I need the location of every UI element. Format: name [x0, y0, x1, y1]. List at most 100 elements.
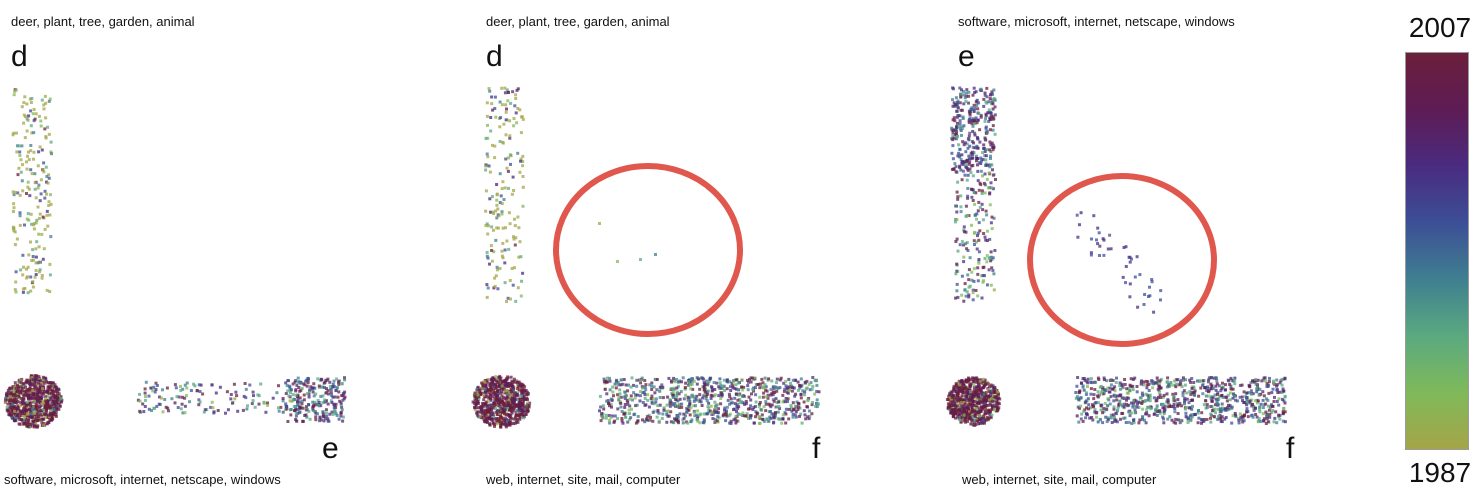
vertical-strip-point — [504, 118, 508, 122]
vertical-strip-point — [485, 250, 489, 254]
vertical-strip-point — [503, 86, 507, 90]
horizontal-strip-point — [1250, 398, 1254, 402]
horizontal-strip-point — [1188, 414, 1192, 418]
origin-cluster-point — [16, 410, 19, 414]
vertical-strip-point — [973, 107, 977, 110]
horizontal-strip-point — [1154, 408, 1157, 412]
horizontal-strip-point — [1075, 395, 1079, 399]
horizontal-strip-point — [780, 421, 784, 425]
horizontal-strip-point — [634, 404, 638, 408]
horizontal-strip-point — [621, 421, 625, 425]
horizontal-strip-point — [693, 414, 697, 418]
horizontal-strip-point — [1224, 395, 1228, 399]
origin-cluster-point — [480, 412, 484, 416]
vertical-strip-point — [991, 117, 995, 121]
origin-cluster-point — [959, 416, 963, 420]
horizontal-strip-point — [323, 417, 327, 421]
origin-cluster-point — [956, 398, 960, 401]
vertical-strip-point — [987, 120, 991, 123]
origin-cluster-point — [4, 398, 8, 402]
horizontal-strip-point — [1137, 406, 1141, 409]
horizontal-strip-point — [1148, 399, 1152, 403]
horizontal-strip-point — [1133, 404, 1136, 408]
vertical-strip-point — [975, 212, 979, 216]
horizontal-strip-point — [625, 398, 629, 402]
horizontal-strip-point — [602, 380, 606, 384]
horizontal-strip-point — [799, 377, 803, 381]
horizontal-strip-point — [610, 405, 613, 409]
horizontal-strip-point — [333, 409, 337, 413]
origin-cluster-point — [974, 391, 978, 395]
horizontal-strip-point — [707, 401, 711, 405]
vertical-strip-point — [961, 163, 965, 167]
horizontal-strip-point — [703, 390, 707, 394]
horizontal-strip-point — [1146, 380, 1150, 384]
origin-cluster-point — [972, 423, 976, 426]
origin-cluster-point — [510, 390, 514, 394]
horizontal-strip-point — [327, 392, 330, 396]
vertical-strip-point — [514, 93, 518, 97]
horizontal-strip-point — [661, 396, 665, 400]
horizontal-strip-point — [1147, 414, 1151, 418]
horizontal-strip-point — [727, 414, 731, 418]
vertical-strip-point — [955, 170, 959, 174]
origin-cluster-point — [35, 403, 39, 407]
horizontal-strip-point — [703, 392, 707, 396]
origin-cluster-point — [494, 379, 498, 383]
horizontal-strip-point — [749, 398, 753, 402]
horizontal-strip-point — [311, 390, 315, 394]
vertical-strip-point — [967, 162, 971, 166]
horizontal-strip-point — [1142, 380, 1146, 384]
horizontal-strip-point — [1084, 412, 1088, 416]
horizontal-strip-point — [1224, 388, 1227, 392]
vertical-strip-point — [962, 228, 966, 232]
origin-cluster-point — [489, 399, 493, 402]
horizontal-strip-point — [607, 419, 611, 422]
horizontal-strip-point — [781, 400, 785, 404]
horizontal-strip-point — [1152, 382, 1156, 386]
circled-point — [1122, 246, 1126, 249]
origin-cluster-point — [952, 384, 956, 388]
origin-cluster-point — [514, 410, 518, 414]
horizontal-strip-point — [758, 382, 762, 386]
vertical-strip-point — [980, 202, 984, 206]
horizontal-strip-point — [1081, 377, 1085, 381]
horizontal-strip-point — [1220, 415, 1224, 419]
horizontal-strip-point — [1147, 396, 1151, 400]
vertical-strip-point — [961, 169, 965, 173]
vertical-strip-point — [511, 90, 515, 94]
horizontal-strip-point — [630, 407, 633, 411]
vertical-strip-point — [496, 226, 500, 230]
circled-point — [1095, 238, 1098, 242]
horizontal-strip-point — [1139, 380, 1143, 384]
horizontal-strip-point — [152, 385, 156, 389]
horizontal-strip-point — [760, 385, 764, 389]
vertical-strip-point — [484, 189, 488, 193]
origin-cluster-point — [989, 393, 993, 397]
origin-cluster-point — [22, 381, 26, 385]
horizontal-strip-point — [705, 412, 709, 416]
origin-cluster-point — [16, 384, 20, 388]
horizontal-strip-point — [316, 377, 320, 381]
vertical-strip-point — [988, 128, 992, 132]
horizontal-strip-point — [1079, 396, 1083, 400]
horizontal-strip-point — [737, 393, 741, 397]
horizontal-strip-point — [635, 403, 639, 407]
horizontal-strip-point — [1133, 411, 1137, 415]
colorbar-max-label: 2007 — [1408, 12, 1472, 43]
horizontal-strip-point — [1250, 404, 1254, 408]
horizontal-strip-point — [809, 381, 813, 385]
origin-cluster-point — [520, 398, 524, 402]
circled-point — [1106, 247, 1110, 251]
horizontal-strip-point — [1265, 397, 1268, 401]
origin-cluster-point — [18, 418, 22, 421]
vertical-strip-point — [49, 235, 53, 239]
horizontal-strip-point — [671, 392, 675, 396]
vertical-strip-point — [44, 116, 48, 120]
origin-cluster-point — [12, 404, 16, 408]
horizontal-strip-point — [1226, 393, 1230, 397]
origin-cluster-point — [40, 394, 44, 398]
horizontal-strip-point — [1075, 384, 1079, 388]
horizontal-strip-point — [639, 390, 642, 394]
vertical-strip-point — [11, 210, 15, 213]
